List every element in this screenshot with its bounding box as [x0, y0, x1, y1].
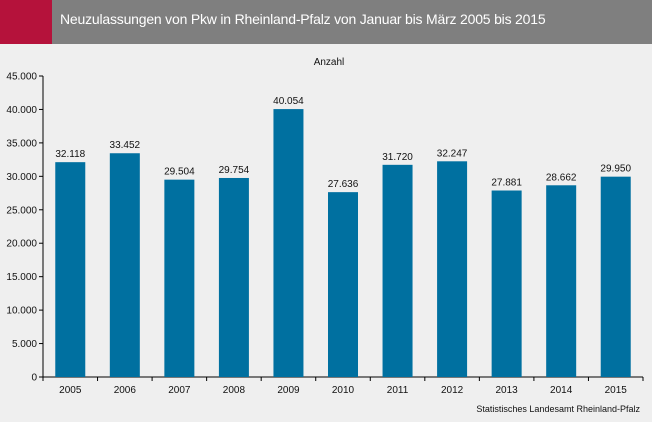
data-label: 31.720 — [382, 152, 413, 163]
data-label: 27.636 — [328, 179, 359, 190]
y-tick-label: 15.000 — [6, 272, 37, 283]
bar-2005 — [55, 162, 86, 377]
data-label: 32.247 — [437, 148, 468, 159]
bar-2011 — [382, 164, 413, 377]
bar-2008 — [218, 177, 249, 377]
x-tick-label: 2009 — [277, 385, 300, 396]
x-tick-label: 2006 — [114, 385, 137, 396]
data-label: 28.662 — [546, 172, 577, 183]
data-label: 32.118 — [55, 149, 85, 160]
x-tick-label: 2012 — [441, 385, 464, 396]
bar-2012 — [437, 161, 468, 377]
data-label: 27.881 — [491, 178, 522, 189]
bars: 32.118 33.452 29.504 29.754 40.054 27.636 31.7… — [55, 96, 631, 377]
x-tick-label: 2011 — [387, 385, 409, 396]
y-tick-label: 0 — [31, 373, 37, 384]
brand-accent-block — [0, 0, 52, 44]
y-tick-label: 35.000 — [6, 138, 37, 149]
bar-2010 — [328, 192, 358, 377]
y-tick-label: 20.000 — [6, 239, 37, 250]
y-tick-label: 40.000 — [6, 105, 37, 116]
x-tick-label: 2015 — [605, 385, 628, 396]
y-axis: 0 5.000 10.000 15.000 20.000 25.000 30.000 35.0… — [6, 72, 44, 384]
y-tick-label: 45.000 — [6, 72, 37, 83]
bar-2006 — [109, 153, 140, 377]
data-label: 29.754 — [219, 165, 250, 176]
x-tick-label: 2008 — [223, 385, 246, 396]
x-tick-label: 2005 — [59, 385, 82, 396]
y-axis-label: Anzahl — [314, 57, 345, 68]
bar-chart: Anzahl 0 5.000 10.000 15.000 20.000 25.000 30.… — [6, 57, 644, 396]
x-tick-label: 2010 — [332, 385, 355, 396]
title-bar: Neuzulassungen von Pkw in Rheinland-Pfal… — [0, 0, 652, 44]
source-note: Statistisches Landesamt Rheinland-Pfalz — [476, 404, 640, 414]
bar-2013 — [491, 190, 522, 377]
y-tick-label: 25.000 — [6, 205, 37, 216]
x-axis: 2005 2006 2007 2008 2009 2010 2011 2012 2013 2014… — [42, 376, 644, 396]
bar-2007 — [164, 179, 195, 377]
data-label: 29.504 — [164, 167, 195, 178]
y-tick-label: 30.000 — [6, 172, 37, 183]
y-tick-label: 5.000 — [12, 339, 37, 350]
x-tick-label: 2013 — [496, 385, 519, 396]
bar-2015 — [600, 176, 631, 377]
chart-title: Neuzulassungen von Pkw in Rheinland-Pfal… — [60, 11, 546, 27]
bar-2009 — [273, 109, 304, 377]
data-label: 29.950 — [600, 164, 631, 175]
y-tick-label: 10.000 — [6, 306, 37, 317]
x-tick-label: 2014 — [550, 385, 573, 396]
x-tick-label: 2007 — [168, 385, 191, 396]
data-label: 40.054 — [273, 96, 304, 107]
data-label: 33.452 — [110, 140, 141, 151]
bar-2014 — [546, 185, 577, 377]
